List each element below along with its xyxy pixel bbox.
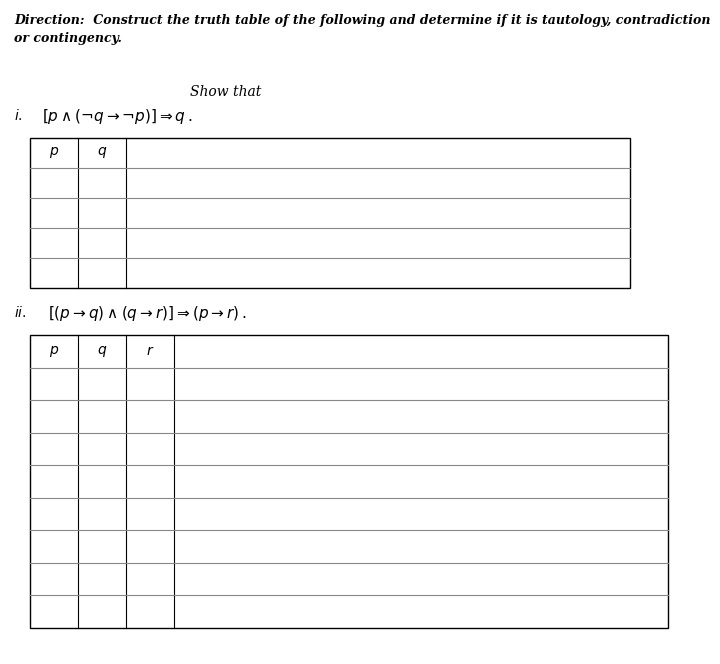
Text: $q$: $q$ bbox=[97, 344, 107, 359]
Text: $ii.$: $ii.$ bbox=[14, 305, 27, 320]
Bar bbox=[30, 138, 630, 288]
Text: $r$: $r$ bbox=[145, 344, 154, 359]
Text: $p$: $p$ bbox=[49, 145, 59, 161]
Text: $i.$: $i.$ bbox=[14, 108, 23, 123]
Text: $q$: $q$ bbox=[97, 145, 107, 161]
Text: or contingency.: or contingency. bbox=[14, 32, 122, 45]
Bar bbox=[30, 335, 668, 628]
Text: $[p \wedge (\neg q \rightarrow \neg p)] \Rightarrow q\,.$: $[p \wedge (\neg q \rightarrow \neg p)] … bbox=[42, 107, 192, 126]
Text: Show that: Show that bbox=[190, 85, 261, 99]
Text: $[(p \rightarrow q) \wedge (q \rightarrow r)] \Rightarrow (p \rightarrow r)\,.$: $[(p \rightarrow q) \wedge (q \rightarro… bbox=[48, 304, 246, 323]
Text: $p$: $p$ bbox=[49, 344, 59, 359]
Text: Direction:  Construct the truth table of the following and determine if it is ta: Direction: Construct the truth table of … bbox=[14, 14, 711, 27]
